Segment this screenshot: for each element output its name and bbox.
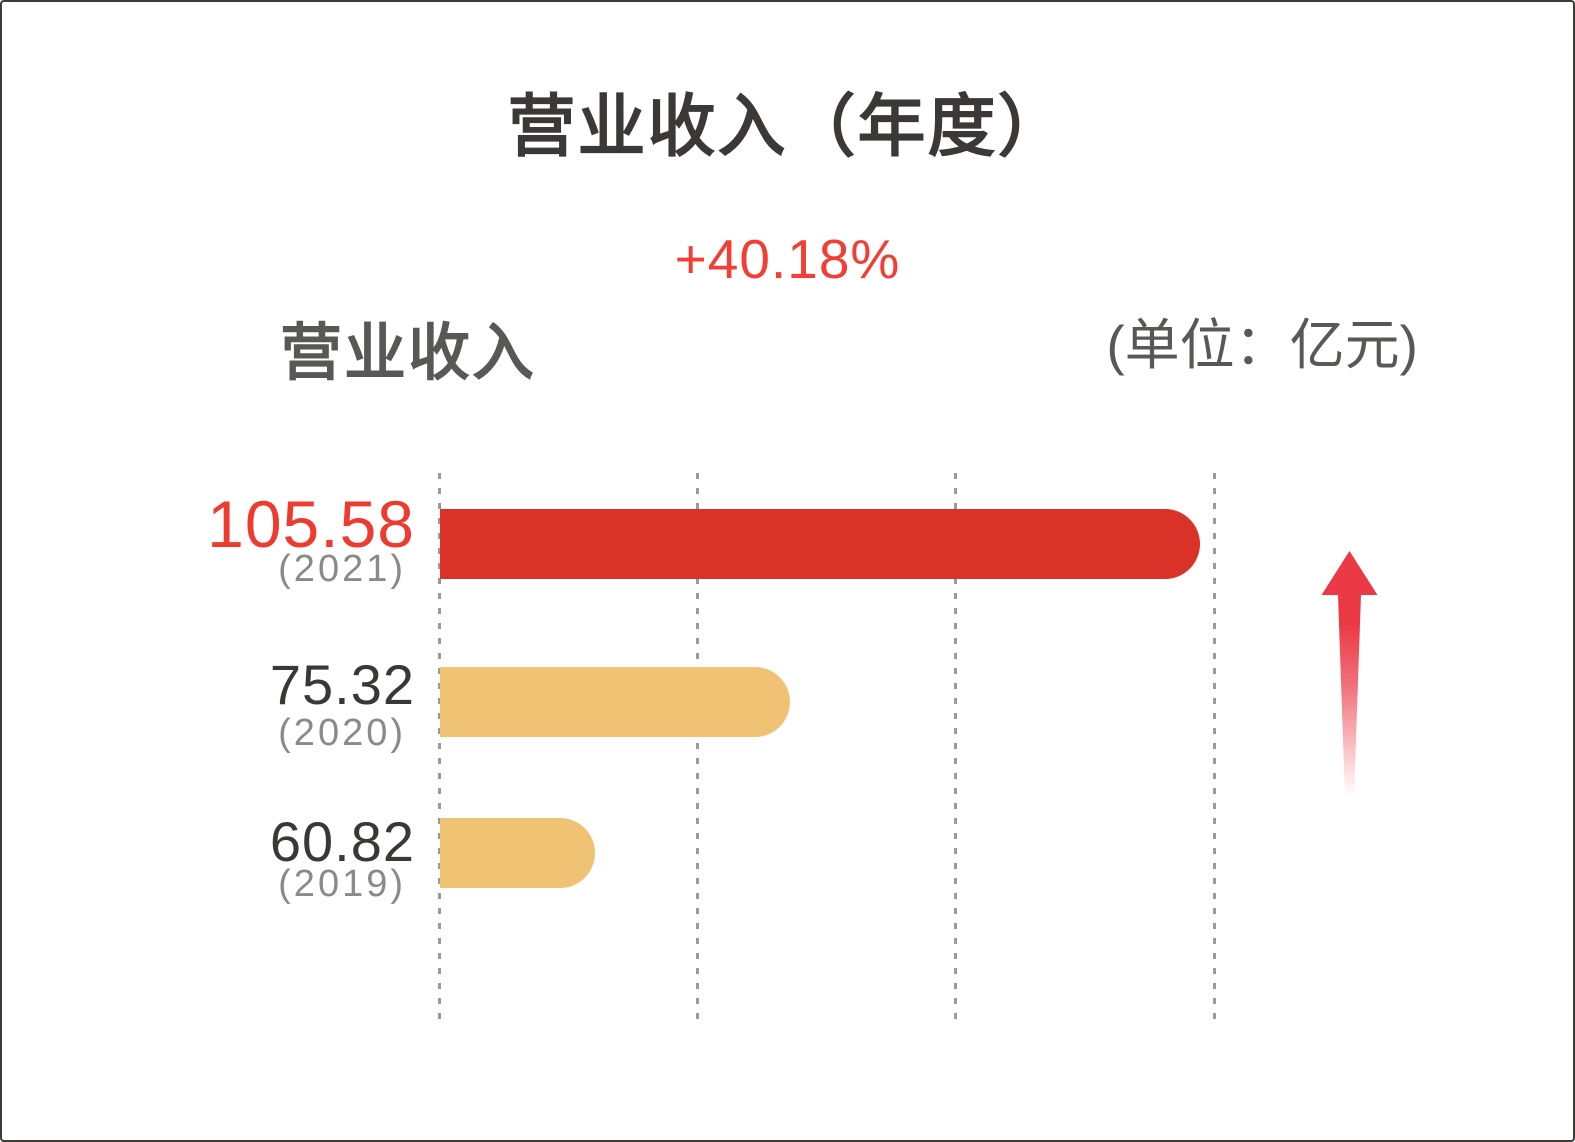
gridline <box>438 473 441 1025</box>
series-label: 营业收入 <box>280 319 537 388</box>
bar-2021 <box>440 509 1200 579</box>
year-label-2020: (2020) <box>278 712 406 754</box>
chart-title: 营业收入（年度） <box>507 89 1068 165</box>
growth-label: +40.18% <box>674 228 901 290</box>
bar-2019 <box>440 818 595 888</box>
gridline <box>1213 473 1216 1025</box>
year-label-2021: (2021) <box>278 548 406 590</box>
value-label-2021: 105.58 <box>207 487 415 561</box>
unit-label: (单位：亿元) <box>1106 314 1418 376</box>
gridline <box>696 473 699 1025</box>
value-label-2019: 60.82 <box>269 810 415 873</box>
value-label-2020: 75.32 <box>269 653 415 716</box>
gridline <box>954 473 957 1025</box>
year-label-2019: (2019) <box>278 863 406 905</box>
bar-2020 <box>440 667 790 737</box>
growth-arrow-icon <box>1321 551 1378 797</box>
